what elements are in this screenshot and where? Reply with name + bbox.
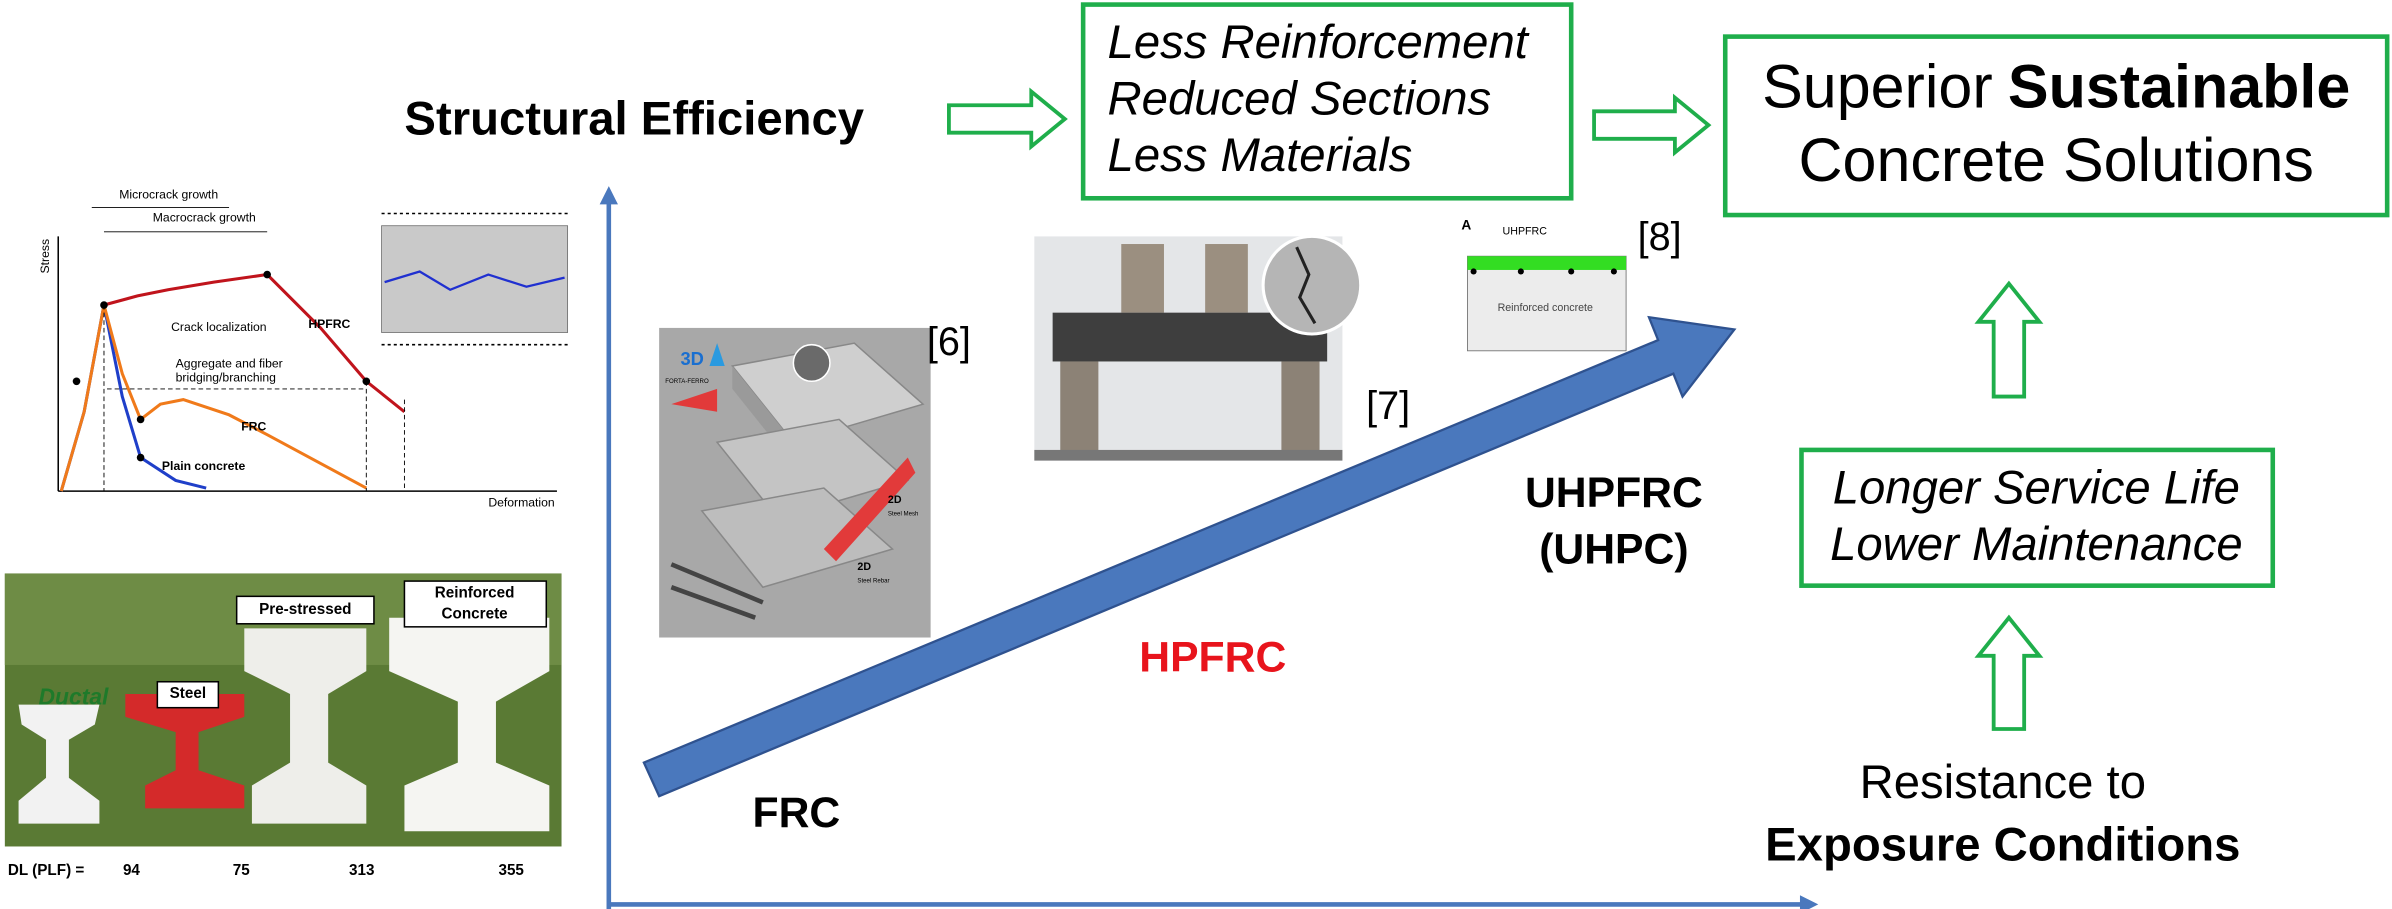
diagram: Stress Deformation Microcrack growth Mac…	[0, 0, 2392, 909]
reference: [8]	[1638, 215, 1682, 259]
product-label: Steel	[170, 685, 206, 702]
outcome-bold: Sustainable	[2008, 53, 2350, 121]
reference: [6]	[927, 320, 971, 364]
benefit: Reduced Sections	[1108, 73, 1492, 126]
section-schematic: A UHPFRC Reinforced concrete	[1461, 217, 1626, 350]
flow-arrow	[1594, 98, 1708, 153]
image-label: Steel Rebar	[857, 578, 889, 585]
image-label: Steel Mesh	[888, 511, 918, 518]
dl-label: DL (PLF) =	[8, 862, 84, 879]
chart-label: Microcrack growth	[119, 187, 218, 201]
dl-value: 75	[233, 862, 250, 879]
image-label: 3D	[680, 348, 703, 369]
product-label: Ductal	[39, 684, 110, 710]
material-label: HPFRC	[1139, 634, 1286, 682]
beam-photo: Ductal Steel Pre-stressed Reinforced Con…	[5, 573, 562, 878]
durability: Longer Service Life	[1833, 462, 2240, 515]
section-label: A	[1461, 217, 1471, 232]
dl-value: 355	[498, 862, 524, 879]
material-label: (UHPC)	[1539, 525, 1688, 573]
product-label: Concrete	[442, 606, 508, 623]
heading: Structural Efficiency	[404, 92, 864, 145]
image-label: 2D	[888, 494, 902, 506]
beam-test-photo	[1034, 236, 1360, 460]
reference: [7]	[1366, 384, 1410, 428]
benefit: Less Reinforcement	[1108, 16, 1530, 69]
chart-label: Crack localization	[171, 320, 267, 334]
dl-value: 94	[123, 862, 140, 879]
exposure: Resistance to	[1860, 756, 2146, 809]
chart-label: Aggregate and fiber	[176, 357, 283, 371]
flow-arrow	[1978, 618, 2039, 729]
benefit: Less Materials	[1108, 129, 1413, 182]
outcome-line: Concrete Solutions	[1798, 126, 2313, 194]
flow-arrow	[949, 92, 1065, 147]
flow-arrow	[1978, 284, 2039, 397]
axis-label: Stress	[38, 239, 52, 274]
chart-label: FRC	[241, 419, 266, 433]
section-label: UHPFRC	[1503, 226, 1548, 238]
section-label: Reinforced concrete	[1498, 302, 1593, 314]
chart-label: Plain concrete	[162, 459, 246, 473]
image-label: 2D	[857, 561, 871, 573]
product-label: Pre-stressed	[259, 601, 351, 618]
product-label: Reinforced	[435, 584, 515, 601]
durability: Lower Maintenance	[1830, 518, 2243, 571]
outcome-regular: Superior	[1762, 53, 1993, 121]
chart-label: bridging/branching	[176, 370, 276, 384]
stress-chart: Stress Deformation Microcrack growth Mac…	[38, 187, 567, 509]
reinforcement-image: 3D FORTA-FERRO 2D Steel Mesh 2D Steel Re…	[659, 328, 930, 638]
axis-label: Deformation	[488, 496, 554, 510]
chart-label: Macrocrack growth	[153, 210, 256, 224]
dl-value: 313	[349, 862, 374, 879]
exposure: Exposure Conditions	[1765, 818, 2240, 871]
material-label: UHPFRC	[1525, 469, 1703, 517]
chart-label: HPFRC	[308, 317, 350, 331]
material-label: FRC	[753, 789, 841, 837]
image-label: FORTA-FERRO	[665, 378, 709, 385]
